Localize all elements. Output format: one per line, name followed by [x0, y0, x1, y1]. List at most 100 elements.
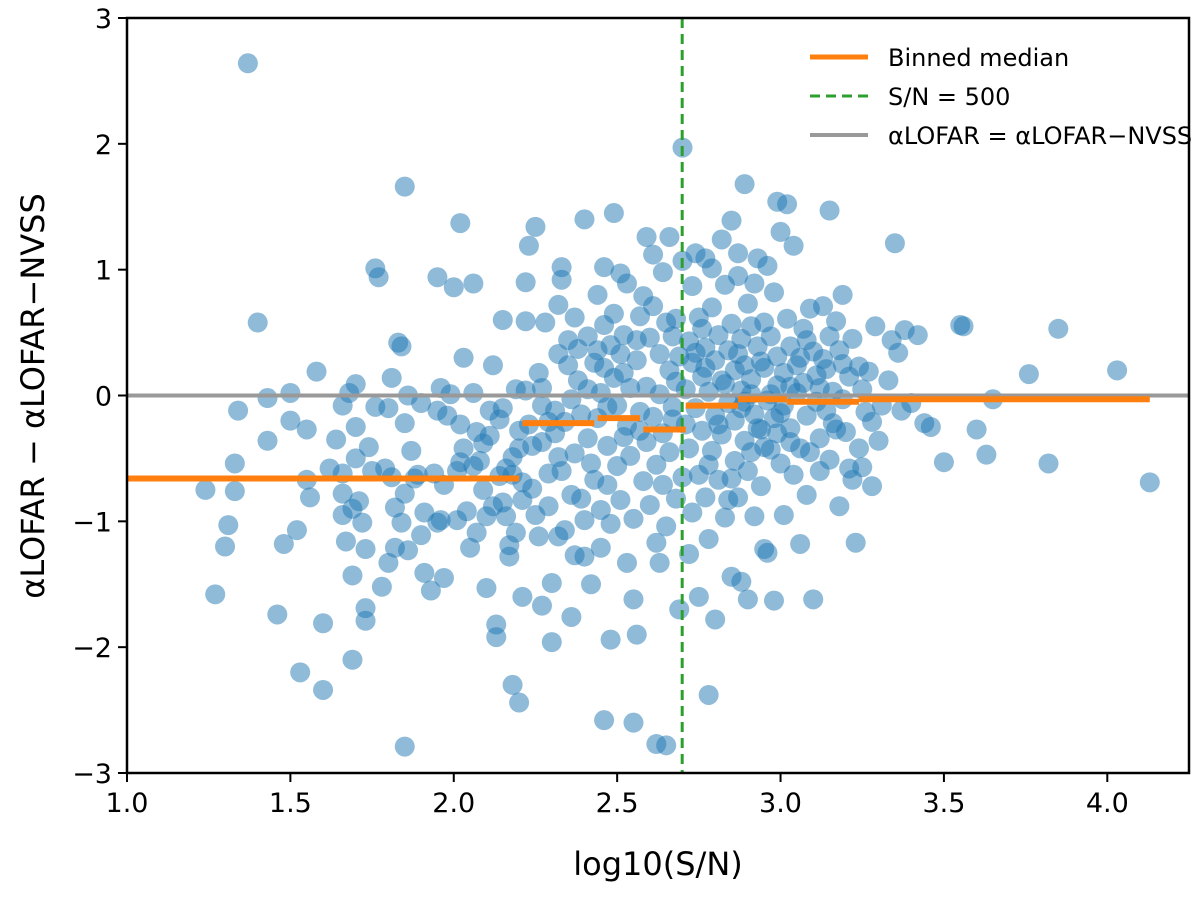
data-point-429: [816, 359, 837, 380]
data-point-111: [496, 506, 517, 527]
data-point-157: [564, 307, 585, 328]
data-point-166: [574, 209, 595, 230]
data-point-199: [616, 273, 637, 294]
data-point-293: [734, 174, 755, 195]
data-point-412: [473, 433, 494, 454]
data-point-392: [1038, 453, 1059, 474]
data-point-56: [391, 336, 412, 357]
lines-layer: [127, 18, 1189, 773]
data-point-234: [659, 442, 680, 463]
data-point-187: [600, 629, 621, 650]
data-point-177: [590, 500, 611, 521]
data-point-353: [819, 449, 840, 470]
data-point-313: [760, 326, 781, 347]
data-point-219: [643, 296, 664, 317]
legend-reference-label: αLOFAR = αLOFAR−NVSS: [888, 122, 1192, 150]
data-point-218: [643, 406, 664, 427]
data-point-297: [737, 461, 758, 481]
data-point-89: [456, 501, 477, 522]
data-point-281: [721, 210, 742, 231]
data-point-63: [398, 540, 419, 561]
x-tick-label-3: 2.5: [596, 788, 639, 819]
data-point-335: [790, 533, 811, 554]
data-point-59: [394, 413, 415, 434]
data-point-7: [205, 584, 226, 605]
data-point-1: [247, 312, 268, 333]
data-point-224: [649, 343, 670, 364]
x-tick-label-2: 2.0: [432, 788, 475, 819]
data-point-11: [267, 604, 288, 625]
data-point-82: [443, 277, 464, 298]
data-point-158: [564, 443, 585, 464]
y-tick-label-4: 1: [95, 256, 112, 287]
data-point-268: [701, 258, 722, 279]
data-point-0: [237, 53, 258, 74]
data-point-22: [313, 679, 334, 700]
data-point-401: [662, 409, 683, 430]
data-point-351: [819, 200, 840, 221]
data-point-389: [976, 444, 997, 465]
data-point-109: [492, 398, 513, 419]
data-point-35: [345, 416, 366, 437]
data-point-13: [280, 382, 301, 403]
data-point-287: [728, 265, 749, 286]
data-point-292: [731, 571, 752, 592]
data-point-156: [561, 606, 582, 627]
data-point-36: [345, 448, 366, 469]
data-point-5: [218, 515, 239, 536]
data-point-38: [352, 512, 373, 533]
data-point-326: [777, 308, 798, 329]
data-point-217: [639, 327, 660, 348]
data-point-3: [224, 453, 245, 474]
data-point-27: [332, 483, 353, 504]
data-point-174: [587, 284, 608, 305]
data-point-193: [610, 343, 631, 364]
data-point-430: [832, 354, 853, 375]
data-point-307: [750, 476, 771, 497]
data-point-57: [391, 512, 412, 533]
data-point-249: [679, 544, 700, 565]
data-point-435: [780, 376, 801, 397]
data-point-115: [502, 674, 523, 695]
data-point-221: [646, 454, 667, 475]
data-point-128: [518, 235, 539, 256]
data-point-141: [541, 572, 562, 593]
data-point-275: [711, 229, 732, 250]
data-point-377: [884, 233, 905, 254]
data-point-282: [721, 313, 742, 334]
data-point-226: [649, 552, 670, 573]
data-point-145: [548, 294, 569, 315]
data-point-152: [554, 520, 575, 541]
data-point-385: [933, 452, 954, 473]
data-point-407: [551, 461, 572, 481]
data-point-14: [280, 410, 301, 431]
y-tick-label-1: −2: [72, 633, 112, 664]
data-point-71: [420, 580, 441, 601]
data-point-395: [1139, 472, 1160, 493]
data-point-182: [594, 710, 615, 731]
data-point-259: [692, 420, 713, 441]
data-point-169: [581, 453, 602, 474]
data-point-60: [394, 483, 415, 504]
data-point-46: [368, 267, 389, 288]
data-point-321: [770, 453, 791, 474]
data-point-399: [721, 468, 742, 489]
data-point-315: [764, 282, 785, 303]
data-point-409: [531, 377, 552, 398]
data-point-317: [764, 590, 785, 611]
data-point-32: [342, 565, 363, 586]
legend-median-label: Binned median: [888, 44, 1069, 72]
data-point-423: [685, 342, 706, 363]
data-point-58: [394, 176, 415, 197]
data-point-190: [603, 203, 624, 224]
data-point-124: [515, 311, 536, 332]
data-point-74: [427, 267, 448, 288]
data-point-375: [878, 370, 899, 391]
data-point-15: [286, 520, 307, 541]
data-point-67: [411, 393, 432, 414]
x-tick-label-6: 4.0: [1086, 788, 1129, 819]
data-point-437: [718, 489, 739, 510]
data-point-232: [656, 735, 677, 756]
data-point-363: [842, 328, 863, 349]
